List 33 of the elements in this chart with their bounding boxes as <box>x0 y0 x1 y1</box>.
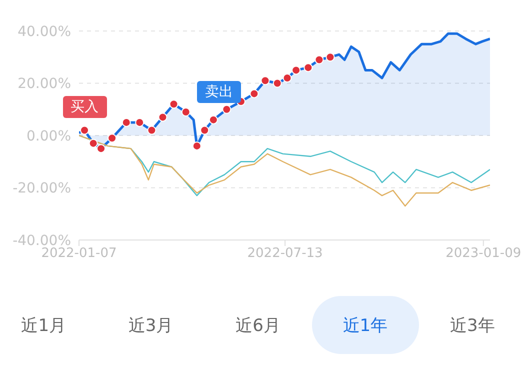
point <box>314 55 324 64</box>
y-tick-label: 0.00% <box>26 128 71 144</box>
point <box>222 104 232 114</box>
annotation: 买入 <box>62 96 106 118</box>
text: 近3月 <box>127 314 174 338</box>
point <box>282 74 292 83</box>
point <box>147 126 156 135</box>
point <box>292 66 301 75</box>
point <box>169 100 178 109</box>
x-tick-label: 2022-01-07 <box>41 246 117 262</box>
y-tick-label: 20.00% <box>18 76 71 92</box>
point <box>272 78 282 88</box>
point <box>200 126 210 135</box>
text: 近1年 <box>312 296 419 354</box>
y-tick-label: -20.00% <box>12 180 71 197</box>
point <box>260 76 270 86</box>
text: 近6月 <box>234 314 282 338</box>
point <box>158 112 168 122</box>
point <box>250 89 259 98</box>
y-tick-label: 40.00% <box>18 24 71 40</box>
text: 近1月 <box>20 314 68 338</box>
annotation: 卖出 <box>196 80 241 103</box>
point <box>108 134 117 143</box>
point <box>326 52 335 62</box>
point <box>208 115 218 124</box>
point <box>304 63 313 72</box>
point <box>88 138 98 148</box>
y-tick-label: -40.00% <box>12 232 71 249</box>
x-tick-label: 2022-07-13 <box>247 246 323 262</box>
x-tick-label: 2023-01-09 <box>446 246 522 262</box>
point <box>96 144 106 154</box>
point <box>192 141 202 150</box>
text: 近3年 <box>449 314 496 338</box>
